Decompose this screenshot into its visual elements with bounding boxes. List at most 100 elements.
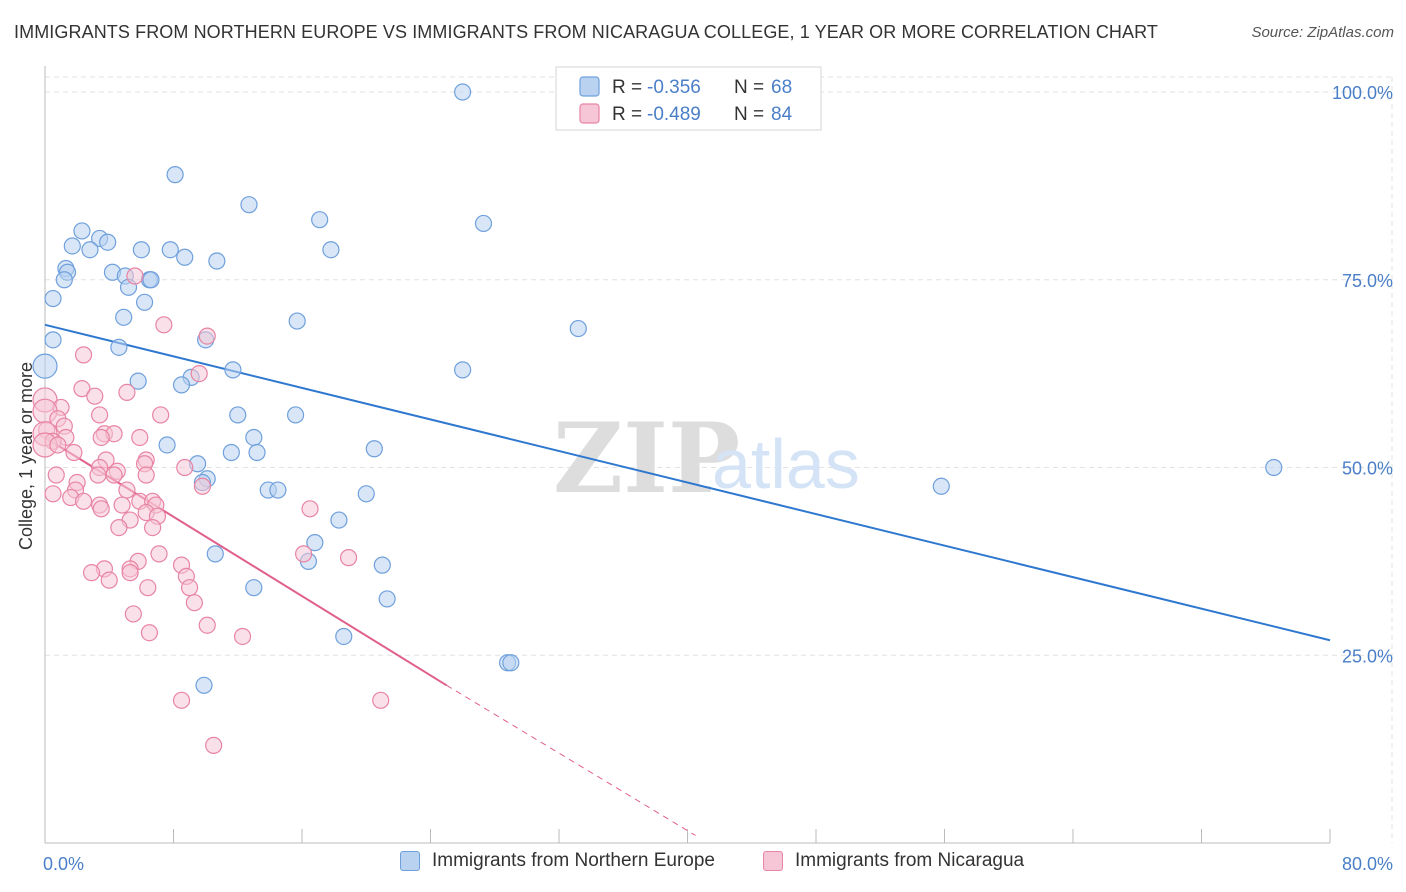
data-point-blue <box>311 211 329 229</box>
data-point-pink <box>198 616 216 634</box>
data-point-blue <box>132 241 150 259</box>
data-point-pink <box>47 466 65 484</box>
data-point-pink <box>118 383 136 402</box>
data-point-pink <box>198 327 216 345</box>
legend-n-value: 68 <box>771 77 792 98</box>
data-point-blue <box>288 312 306 330</box>
data-point-pink <box>110 518 128 537</box>
y-tick-label: 50.0% <box>1342 459 1393 479</box>
data-point-pink <box>74 346 93 364</box>
data-point-pink <box>155 316 173 334</box>
data-point-pink <box>82 564 101 582</box>
data-point-pink <box>105 466 123 484</box>
data-point-blue <box>454 361 472 379</box>
data-point-pink <box>118 481 136 499</box>
legend-n-label: N = <box>734 77 764 98</box>
x-tick-label: 0.0% <box>43 854 84 874</box>
data-point-pink <box>74 492 93 510</box>
legend-frame <box>555 66 822 131</box>
data-point-blue <box>99 233 117 251</box>
trend-extension-pink <box>446 684 696 836</box>
x-tick-label: 80.0% <box>1342 854 1393 874</box>
data-point-blue <box>306 534 324 552</box>
y-tick-label: 25.0% <box>1342 646 1393 666</box>
data-point-blue <box>378 590 396 608</box>
data-point-pink <box>73 380 91 398</box>
data-point-blue <box>229 406 247 424</box>
data-point-blue <box>1265 458 1283 477</box>
data-point-blue <box>330 511 348 529</box>
y-axis-label: College, 1 year or more <box>16 362 36 550</box>
data-point-pink <box>205 736 223 754</box>
data-point-blue <box>245 428 263 447</box>
data-point-blue <box>569 319 587 338</box>
data-point-pink <box>233 627 252 646</box>
data-point-blue <box>248 443 266 462</box>
data-point-blue <box>206 545 224 563</box>
legend-r-label: R = <box>612 77 642 98</box>
gridlines <box>45 76 1393 843</box>
legend-r-value: -0.489 <box>647 104 701 125</box>
data-point-blue <box>32 353 58 379</box>
data-point-pink <box>137 466 155 484</box>
data-point-blue <box>245 579 263 597</box>
data-point-pink <box>49 436 67 454</box>
data-point-blue <box>502 654 520 672</box>
data-point-blue <box>932 477 950 495</box>
data-point-pink <box>100 571 118 589</box>
data-point-blue <box>110 338 128 356</box>
data-point-blue <box>129 372 147 390</box>
data-point-blue <box>115 308 133 326</box>
data-point-blue <box>322 241 340 259</box>
data-point-pink <box>126 267 144 285</box>
trend-line-blue <box>44 323 1331 642</box>
data-point-blue <box>269 481 287 499</box>
legend-box: R = -0.356 N = 68 R = -0.489 N = 84 <box>555 66 822 131</box>
data-point-pink <box>92 428 110 447</box>
data-point-blue <box>44 289 62 308</box>
legend-r-value: -0.356 <box>647 77 701 98</box>
data-points <box>32 83 1283 754</box>
data-point-pink <box>65 443 83 462</box>
data-point-blue <box>454 83 472 101</box>
data-point-pink <box>339 549 358 567</box>
data-point-blue <box>44 331 62 349</box>
data-point-blue <box>176 248 194 266</box>
data-point-blue <box>208 252 226 270</box>
source-label: Source: ZipAtlas.com <box>1251 24 1394 41</box>
y-tick-label: 100.0% <box>1332 83 1393 103</box>
data-point-pink <box>131 428 149 447</box>
data-point-pink <box>121 564 139 582</box>
data-point-blue <box>172 376 191 394</box>
data-point-blue <box>286 406 305 424</box>
legend-item-nicaragua: Immigrants from Nicaragua <box>763 850 1024 872</box>
tick-labels: 100.0% 75.0% 50.0% 25.0% 0.0% 80.0% <box>43 83 1393 874</box>
data-point-blue <box>166 166 184 184</box>
data-point-pink <box>91 406 109 424</box>
data-point-pink <box>172 691 191 709</box>
data-point-blue <box>161 241 179 259</box>
data-point-pink <box>295 545 313 563</box>
data-point-pink <box>301 500 319 518</box>
watermark-atlas: atlas <box>712 425 860 503</box>
data-point-blue <box>135 293 154 311</box>
data-point-blue <box>474 214 493 233</box>
data-point-blue <box>158 436 176 454</box>
legend-swatch-blue <box>400 851 420 871</box>
legend-n-label: N = <box>734 104 764 125</box>
data-point-blue <box>142 271 160 289</box>
data-point-blue <box>365 440 383 458</box>
data-point-pink <box>190 365 208 383</box>
legend-label-northern-europe: Immigrants from Northern Europe <box>432 850 715 871</box>
data-point-blue <box>63 237 81 255</box>
bottom-legend: Immigrants from Northern Europe Immigran… <box>0 850 1406 880</box>
data-point-pink <box>144 518 162 537</box>
watermark-zip: ZIP <box>553 402 740 515</box>
data-point-pink <box>176 458 194 477</box>
data-point-pink <box>86 387 104 405</box>
data-point-pink <box>113 496 131 514</box>
data-point-pink <box>124 605 142 623</box>
legend-swatch-pink <box>763 851 783 871</box>
